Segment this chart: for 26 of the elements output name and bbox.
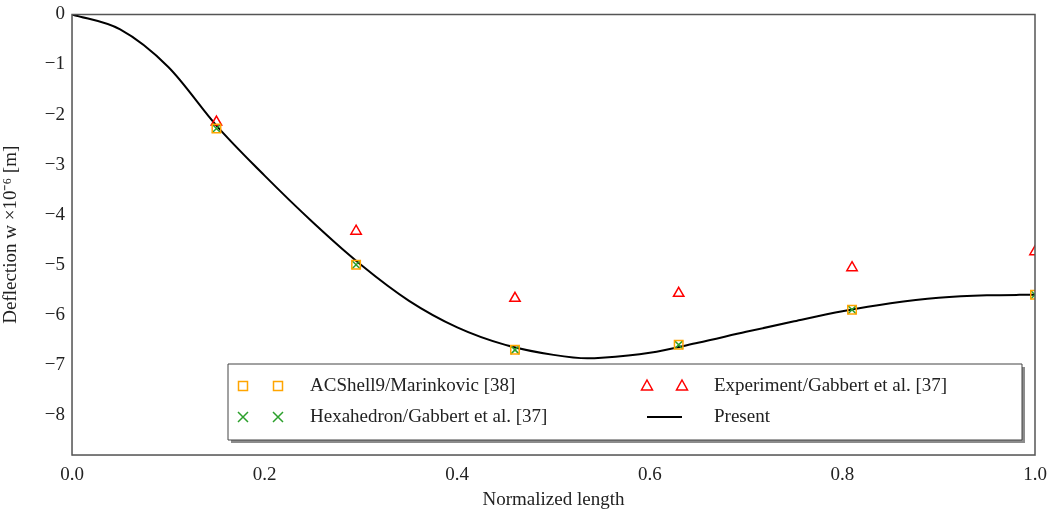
x-tick-label: 0.0 [60, 463, 84, 485]
point [350, 224, 363, 235]
y-tick-label: 0 [55, 2, 65, 24]
y-tick-label: −1 [44, 52, 65, 74]
y-tick-label: −7 [44, 352, 65, 374]
y-axis-title: Deflection w ×10⁻⁶ [m] [0, 145, 21, 324]
point [509, 291, 521, 303]
x-tick-label: 1.0 [1023, 463, 1047, 485]
x-tick-label: 0.4 [445, 463, 470, 485]
y-tick-label: −3 [44, 152, 65, 174]
point [846, 261, 858, 272]
legend-label: ACShell9/Marinkovic [38] [310, 373, 516, 395]
y-tick-label: −5 [44, 252, 65, 274]
point [210, 115, 223, 126]
y-tick-label: −6 [44, 302, 65, 324]
x-tick-label: 0.6 [637, 463, 662, 485]
legend-label: Present [714, 404, 771, 426]
y-tick-label: −2 [44, 102, 65, 124]
x-tick-label: 0.2 [252, 463, 277, 485]
y-tick-label: −4 [44, 202, 66, 224]
x-tick-label: 0.8 [830, 463, 855, 485]
legend-label: Experiment/Gabbert et al. [37] [714, 373, 948, 395]
point [672, 286, 685, 298]
legend-label: Hexahedron/Gabbert et al. [37] [310, 404, 548, 426]
y-tick-label: −8 [44, 402, 65, 424]
x-axis-title: Normalized length [482, 487, 625, 509]
